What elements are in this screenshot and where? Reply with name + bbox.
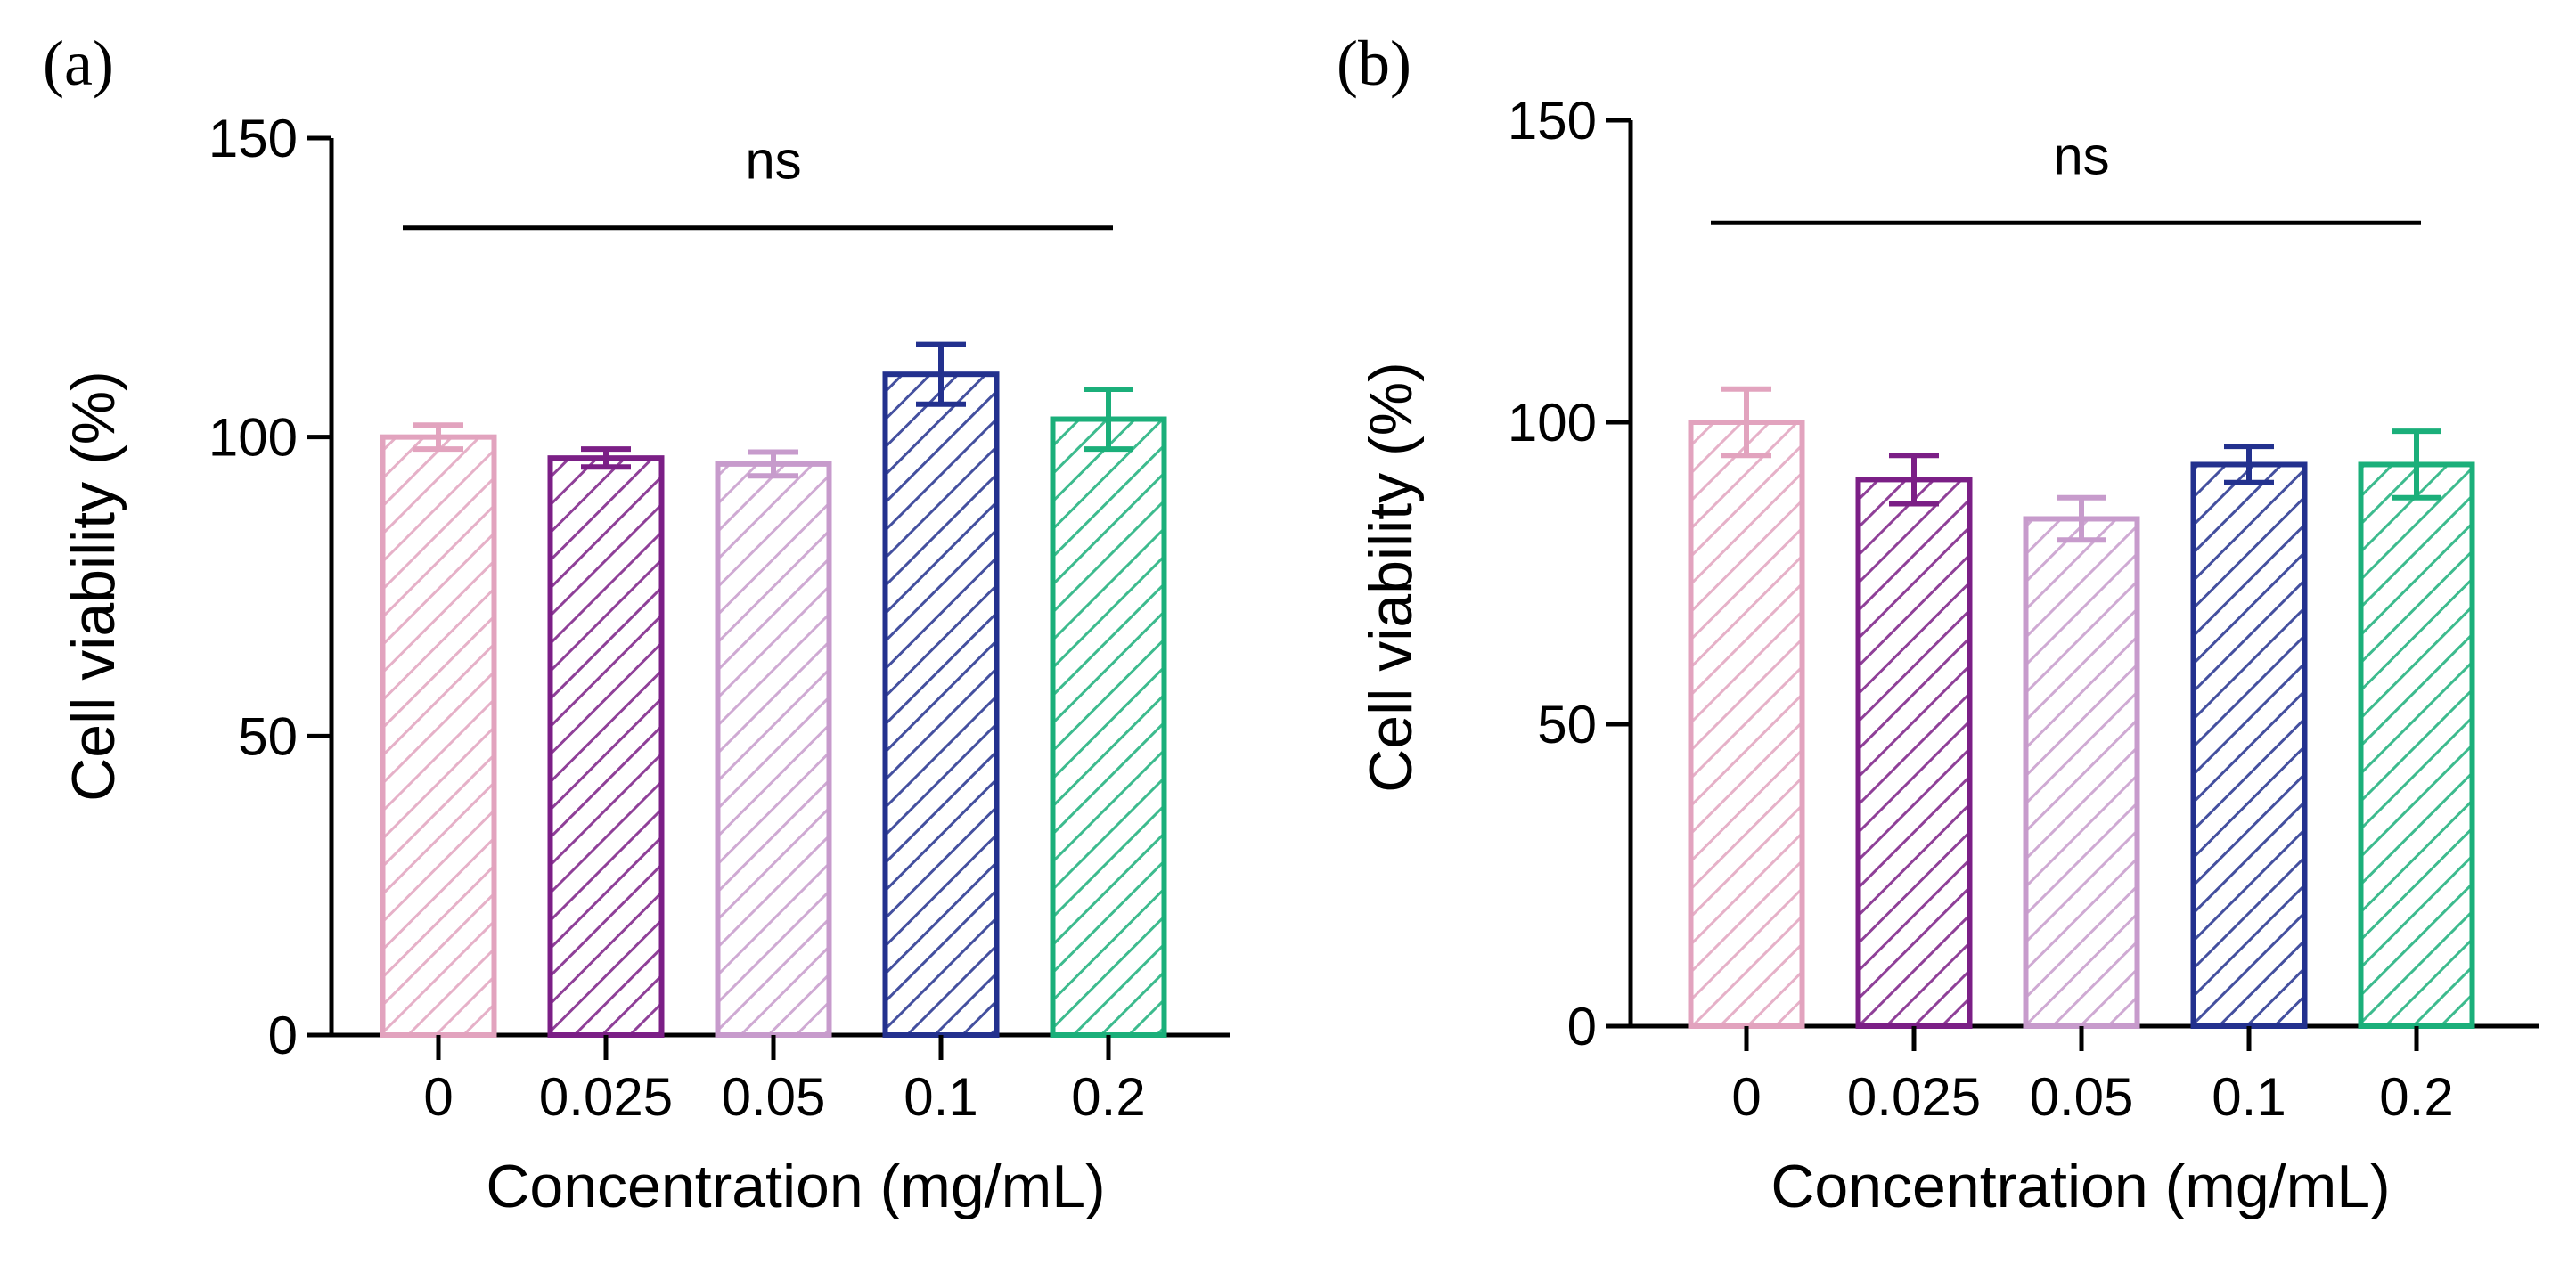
bar — [547, 455, 665, 1038]
y-tick-label: 100 — [209, 408, 298, 468]
x-tick-label: 0.05 — [722, 1067, 826, 1127]
bar — [1688, 420, 1805, 1029]
significance-label: ns — [745, 131, 801, 191]
x-tick-label: 0 — [423, 1067, 453, 1127]
x-tick-label: 0.05 — [2030, 1067, 2134, 1127]
x-tick-label: 0 — [1731, 1067, 1761, 1127]
y-tick-label: 0 — [1567, 997, 1597, 1056]
y-tick-label: 50 — [1537, 695, 1597, 754]
y-tick-label: 100 — [1508, 393, 1597, 453]
x-tick-label: 0.2 — [2379, 1067, 2453, 1127]
x-axis-title: Concentration (mg/mL) — [486, 1153, 1105, 1220]
significance-label: ns — [2053, 126, 2109, 185]
bar — [882, 371, 1000, 1038]
x-tick-label: 0.1 — [904, 1067, 977, 1127]
y-axis-title: Cell viability (%) — [60, 371, 127, 802]
y-tick-label: 50 — [238, 706, 298, 766]
bar — [1050, 416, 1167, 1038]
panel-label: (a) — [43, 28, 114, 99]
y-tick-label: 0 — [268, 1006, 298, 1065]
bar — [715, 461, 832, 1038]
x-axis-title: Concentration (mg/mL) — [1770, 1153, 2390, 1220]
bar — [1855, 477, 1973, 1029]
y-tick-label: 150 — [1508, 91, 1597, 151]
panel-label: (b) — [1337, 28, 1411, 99]
x-tick-label: 0.2 — [1071, 1067, 1145, 1127]
x-tick-label: 0.025 — [539, 1067, 673, 1127]
panel-b: (b) 0 50 100 150 0 0.025 0.05 0.1 0.2 ns Concentrat… — [1337, 28, 2539, 1220]
y-tick-label: 150 — [209, 109, 298, 168]
bar — [2023, 516, 2140, 1029]
x-tick-label: 0.025 — [1847, 1067, 1981, 1127]
bar — [2358, 461, 2475, 1029]
bar — [380, 434, 497, 1038]
y-axis-title: Cell viability (%) — [1357, 362, 1425, 793]
x-tick-label: 0.1 — [2212, 1067, 2286, 1127]
panel-a: (a) 0 50 100 150 0 0.025 0.05 0.1 0.2 ns Concentrat… — [43, 28, 1230, 1220]
bar — [2190, 461, 2308, 1029]
